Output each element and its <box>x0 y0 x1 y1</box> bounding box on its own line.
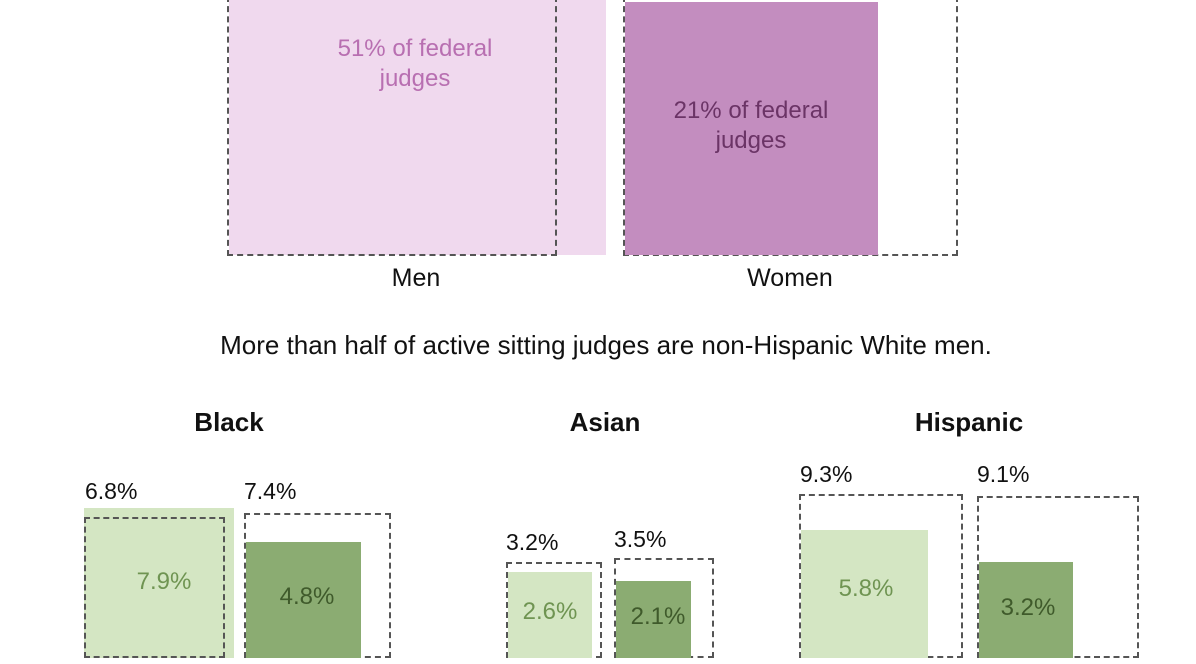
asian-men-fill-label: 2.6% <box>508 598 592 626</box>
asian-men-outline-label: 3.2% <box>506 529 558 556</box>
black-women-outline-label: 7.4% <box>244 478 296 505</box>
group-title-black: Black <box>129 407 329 438</box>
black-men-outline-label: 6.8% <box>85 478 137 505</box>
group-title-asian: Asian <box>505 407 705 438</box>
chart-subtitle: More than half of active sitting judges … <box>0 330 1196 361</box>
men-inner-label: 51% of federal judges <box>310 34 520 94</box>
black-women-fill-label: 4.8% <box>246 583 368 611</box>
group-title-hispanic: Hispanic <box>869 407 1069 438</box>
category-label-women: Women <box>690 264 890 293</box>
hispanic-women-outline-label: 9.1% <box>977 461 1029 488</box>
asian-women-fill-label: 2.1% <box>616 603 700 631</box>
asian-women-outline-label: 3.5% <box>614 526 666 553</box>
hispanic-women-fill-label: 3.2% <box>979 594 1077 622</box>
black-men-fill-label: 7.9% <box>84 568 244 596</box>
category-label-men: Men <box>316 264 516 293</box>
hispanic-men-outline-label: 9.3% <box>800 461 852 488</box>
women-inner-label: 21% of federal judges <box>646 96 856 156</box>
hispanic-men-fill-label: 5.8% <box>801 575 931 603</box>
